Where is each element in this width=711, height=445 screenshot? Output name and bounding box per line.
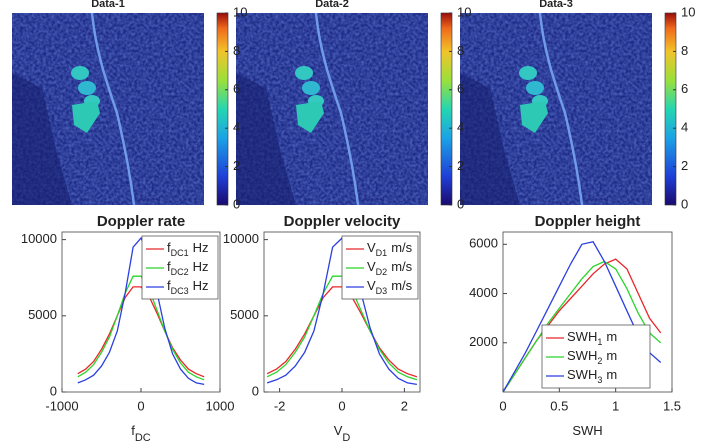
- legend-label-part: D2: [376, 267, 388, 277]
- colorbar: [440, 12, 453, 206]
- colorbar-tick-label: 10: [681, 4, 695, 19]
- colorbar-tick-label: 8: [457, 43, 464, 58]
- colorbar-tick-label: 0: [681, 196, 688, 211]
- colorbar-tick-label: 10: [457, 4, 471, 19]
- sar-image: [460, 13, 652, 205]
- x-axis-label-part: DC: [135, 432, 151, 444]
- colorbar: [664, 12, 677, 206]
- colorbar-tick-label: 0: [233, 196, 240, 211]
- legend-label-part: m: [606, 348, 617, 363]
- x-tick-label: 2: [401, 398, 408, 413]
- chart-title: Doppler height: [535, 213, 641, 230]
- x-axis-label-part: f: [131, 423, 135, 438]
- legend-label-part: m: [606, 329, 617, 344]
- x-axis-label: VD: [334, 423, 351, 443]
- colorbar-tick-label: 4: [233, 120, 240, 135]
- legend-label-part: DC3: [171, 286, 189, 296]
- legend-label-part: 1: [597, 337, 602, 347]
- x-tick-label: -2: [274, 398, 286, 413]
- image-title: Data-2: [315, 0, 349, 10]
- colorbar: [216, 12, 229, 206]
- y-tick-label: 6000: [469, 236, 498, 251]
- y-tick-label: 2000: [469, 334, 498, 349]
- x-axis-label-part: SWH: [572, 423, 602, 438]
- legend-label-part: m: [606, 367, 617, 382]
- y-tick-label: 0: [50, 383, 57, 398]
- image-title: Data-3: [539, 0, 573, 10]
- legend-label-part: m/s: [391, 240, 412, 255]
- x-tick-label: 0.5: [550, 398, 568, 413]
- legend-label-part: m/s: [391, 278, 412, 293]
- colorbar-tick-label: 0: [457, 196, 464, 211]
- x-tick-label: 1000: [206, 398, 235, 413]
- sar-image: [12, 13, 204, 205]
- legend-label-part: V: [367, 278, 376, 293]
- legend-label-part: SWH: [567, 367, 597, 382]
- legend-label-part: m/s: [391, 259, 412, 274]
- y-tick-label: 4000: [469, 285, 498, 300]
- legend-label-part: 3: [597, 375, 602, 385]
- legend-label-part: SWH: [567, 329, 597, 344]
- image-panels: [12, 13, 652, 205]
- x-tick-label: 1.5: [663, 398, 681, 413]
- legend-label: fDC3 Hz: [167, 278, 209, 296]
- series-line: [77, 286, 205, 378]
- image-title: Data-1: [91, 0, 125, 10]
- y-tick-label: 5000: [28, 307, 57, 322]
- colorbar-tick-label: 6: [681, 81, 688, 96]
- x-tick-label: 1: [612, 398, 619, 413]
- legend-label-part: V: [367, 240, 376, 255]
- legend-label-part: D1: [376, 248, 388, 258]
- legend-label-part: DC1: [171, 248, 189, 258]
- chart-title: Doppler rate: [97, 213, 185, 230]
- x-axis-label: SWH: [572, 423, 602, 438]
- colorbar-tick-label: 6: [457, 81, 464, 96]
- legend-label-part: Hz: [193, 259, 209, 274]
- sar-image: [236, 13, 428, 205]
- legend-label-part: V: [367, 259, 376, 274]
- legend-label: SWH3 m: [567, 367, 617, 385]
- x-axis-label-part: V: [334, 423, 343, 438]
- y-tick-label: 10000: [21, 231, 57, 246]
- colorbar-tick-label: 6: [233, 81, 240, 96]
- y-tick-label: 0: [252, 383, 259, 398]
- legend-label: VD2 m/s: [367, 259, 413, 277]
- colorbar-tick-label: 10: [233, 4, 247, 19]
- chart-title: Doppler velocity: [284, 213, 401, 230]
- x-axis-label: fDC: [131, 423, 151, 443]
- colorbar-tick-label: 2: [457, 158, 464, 173]
- x-tick-label: 0: [338, 398, 345, 413]
- x-tick-label: -1000: [45, 398, 78, 413]
- y-tick-label: 10000: [223, 231, 259, 246]
- colorbar-tick-label: 2: [233, 158, 240, 173]
- series-line: [77, 275, 205, 381]
- x-tick-label: 0: [137, 398, 144, 413]
- legend-label-part: f: [167, 259, 171, 274]
- colorbar-tick-label: 4: [681, 120, 688, 135]
- colorbar-tick-label: 8: [233, 43, 240, 58]
- legend-label: fDC2 Hz: [167, 259, 209, 277]
- legend-label: SWH1 m: [567, 329, 617, 347]
- legend-label-part: f: [167, 278, 171, 293]
- legend-label-part: Hz: [193, 240, 209, 255]
- colorbar-tick-label: 8: [681, 43, 688, 58]
- legend-label-part: Hz: [193, 278, 209, 293]
- legend-label-part: DC2: [171, 267, 189, 277]
- legend-label-part: SWH: [567, 348, 597, 363]
- legend-label: VD1 m/s: [367, 240, 413, 258]
- y-tick-label: 5000: [230, 307, 259, 322]
- x-axis-label-part: D: [342, 432, 350, 444]
- legend-label: VD3 m/s: [367, 278, 413, 296]
- legend-label-part: D3: [376, 286, 388, 296]
- legend-label-part: 2: [597, 356, 602, 366]
- series-line: [502, 260, 662, 393]
- legend-label: SWH2 m: [567, 348, 617, 366]
- legend-label: fDC1 Hz: [167, 240, 209, 258]
- legend-label-part: f: [167, 240, 171, 255]
- colorbar-tick-label: 2: [681, 158, 688, 173]
- colorbar-tick-label: 4: [457, 120, 464, 135]
- series-line: [77, 236, 205, 386]
- x-tick-label: 0: [499, 398, 506, 413]
